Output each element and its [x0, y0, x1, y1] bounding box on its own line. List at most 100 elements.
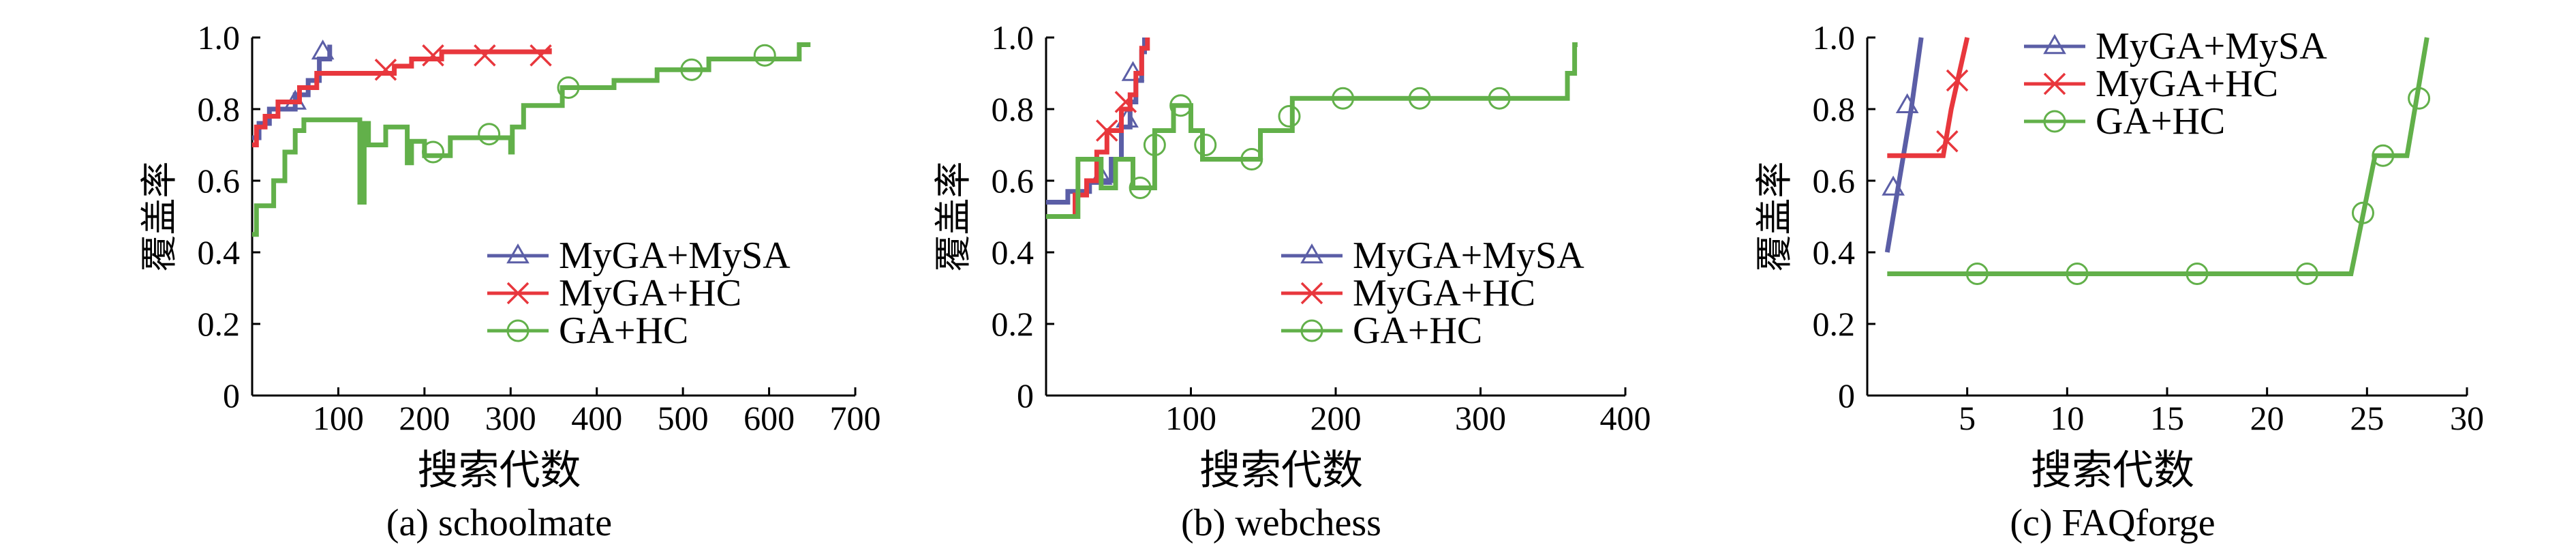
y-tick-label-0-5: 1.0 [198, 18, 241, 57]
legend-label-2-1: MyGA+HC [2096, 63, 2278, 105]
data-point-2-1-0 [1936, 130, 1959, 153]
x-tick-label-1-1: 200 [1310, 399, 1362, 437]
x-tick-label-0-4: 500 [658, 399, 709, 437]
panel-caption-2: (c) FAQforge [2010, 502, 2215, 544]
data-point-1-2-4 [1240, 148, 1263, 170]
data-point-2-2-1 [2066, 263, 2089, 285]
data-point-2-0-1 [1895, 93, 1919, 113]
legend-label-2-2: GA+HC [2096, 100, 2225, 143]
panel-caption-1: (b) webchess [1181, 502, 1381, 544]
x-tick-label-2-3: 20 [2250, 399, 2284, 437]
chart-panel-0: 0 0.2 0.4 0.6 0.8 1.0 100 200 300 400 500 600 700 覆盖率… [139, 18, 881, 544]
data-point-0-1-3 [530, 44, 552, 67]
series-line-1-1 [1046, 38, 1150, 219]
x-axis-label-1: 搜索代数 [1199, 448, 1363, 493]
data-point-0-2-4 [753, 44, 776, 67]
legend-marker-0-2 [506, 319, 530, 342]
y-tick-label-0-4: 0.8 [198, 90, 241, 128]
y-tick-label-1-1: 0.2 [992, 305, 1034, 343]
series-line-2-1 [1887, 37, 1970, 158]
legend-marker-1-2 [1300, 319, 1323, 342]
data-point-1-2-1 [1143, 134, 1166, 156]
y-tick-label-1-4: 0.8 [992, 90, 1034, 128]
series-group-1 [1046, 38, 1578, 219]
y-tick-label-0-0: 0 [223, 376, 240, 415]
y-axis-label-2: 覆盖率 [1754, 162, 1795, 272]
x-tick-label-0-6: 700 [830, 399, 881, 437]
panel-caption-0: (a) schoolmate [386, 502, 612, 544]
data-point-1-2-6 [1332, 87, 1355, 110]
data-point-1-2-0 [1129, 177, 1152, 199]
data-point-2-0-0 [1882, 175, 1905, 196]
x-tick-label-0-2: 300 [485, 399, 536, 437]
x-tick-label-0-5: 600 [743, 399, 795, 437]
data-point-2-1-1 [1946, 69, 1969, 92]
data-point-0-2-2 [557, 76, 580, 99]
y-tick-label-2-4: 0.8 [1813, 90, 1856, 128]
y-tick-label-0-2: 0.4 [198, 233, 241, 271]
legend-marker-2-0 [2043, 33, 2066, 55]
y-tick-label-2-2: 0.4 [1813, 233, 1856, 271]
data-point-1-1-0 [1096, 119, 1118, 142]
y-tick-label-2-5: 1.0 [1813, 18, 1856, 57]
data-point-0-2-3 [680, 58, 703, 81]
legend-label-1-2: GA+HC [1353, 310, 1482, 352]
data-point-1-1-1 [1114, 91, 1137, 113]
x-axis-label-2: 搜索代数 [2031, 448, 2194, 493]
data-point-1-2-2 [1169, 94, 1193, 117]
series-line-2-2 [1887, 37, 2429, 276]
legend-marker-1-1 [1300, 282, 1323, 305]
legend-marker-1-0 [1300, 243, 1323, 264]
data-point-1-2-8 [1488, 87, 1511, 110]
data-point-0-1-0 [374, 59, 397, 81]
x-tick-label-0-0: 100 [313, 399, 364, 437]
legend-label-1-1: MyGA+HC [1353, 272, 1535, 314]
y-tick-label-0-3: 0.6 [198, 162, 241, 200]
data-point-1-2-3 [1194, 134, 1217, 156]
legend-marker-2-2 [2043, 110, 2066, 133]
legend-marker-2-1 [2043, 72, 2066, 95]
x-tick-label-2-0: 5 [1959, 399, 1976, 437]
data-point-0-1-1 [422, 44, 444, 67]
y-tick-label-2-1: 0.2 [1813, 305, 1856, 343]
y-tick-label-2-0: 0 [1838, 376, 1855, 415]
x-tick-label-2-2: 15 [2150, 399, 2184, 437]
legend-label-0-2: GA+HC [559, 310, 688, 352]
data-point-0-2-1 [478, 123, 501, 146]
data-point-0-2-0 [422, 140, 444, 164]
series-line-1-2 [1046, 42, 1578, 219]
series-group-2 [1882, 37, 2431, 285]
legend-label-0-1: MyGA+HC [559, 272, 741, 314]
y-tick-label-1-2: 0.4 [992, 233, 1034, 271]
x-tick-label-1-0: 100 [1165, 399, 1216, 437]
data-point-2-2-0 [1965, 263, 1989, 285]
y-tick-label-0-1: 0.2 [198, 305, 241, 343]
legend-marker-0-0 [506, 243, 530, 264]
data-point-2-2-2 [2186, 263, 2209, 285]
x-tick-label-2-5: 30 [2450, 399, 2484, 437]
y-tick-label-1-3: 0.6 [992, 162, 1034, 200]
y-axis-label-0: 覆盖率 [139, 162, 180, 272]
x-tick-label-1-3: 400 [1600, 399, 1651, 437]
y-axis-label-1: 覆盖率 [933, 162, 974, 272]
data-point-2-2-3 [2295, 263, 2318, 285]
y-tick-label-2-3: 0.6 [1813, 162, 1856, 200]
data-point-1-2-5 [1278, 105, 1301, 128]
data-point-2-2-4 [2351, 201, 2374, 224]
x-axis-label-0: 搜索代数 [418, 448, 581, 493]
legend-marker-0-1 [506, 282, 530, 305]
x-tick-label-2-1: 10 [2050, 399, 2084, 437]
series-group-0 [252, 39, 811, 237]
series-line-2-0 [1884, 37, 1924, 253]
legend-label-1-0: MyGA+MySA [1353, 235, 1584, 277]
x-tick-label-0-1: 200 [399, 399, 450, 437]
data-point-1-2-7 [1408, 87, 1431, 110]
data-point-2-2-5 [2372, 144, 2395, 167]
data-point-0-0-1 [311, 39, 335, 60]
x-tick-label-1-2: 300 [1455, 399, 1506, 437]
legend-label-0-0: MyGA+MySA [559, 235, 791, 277]
